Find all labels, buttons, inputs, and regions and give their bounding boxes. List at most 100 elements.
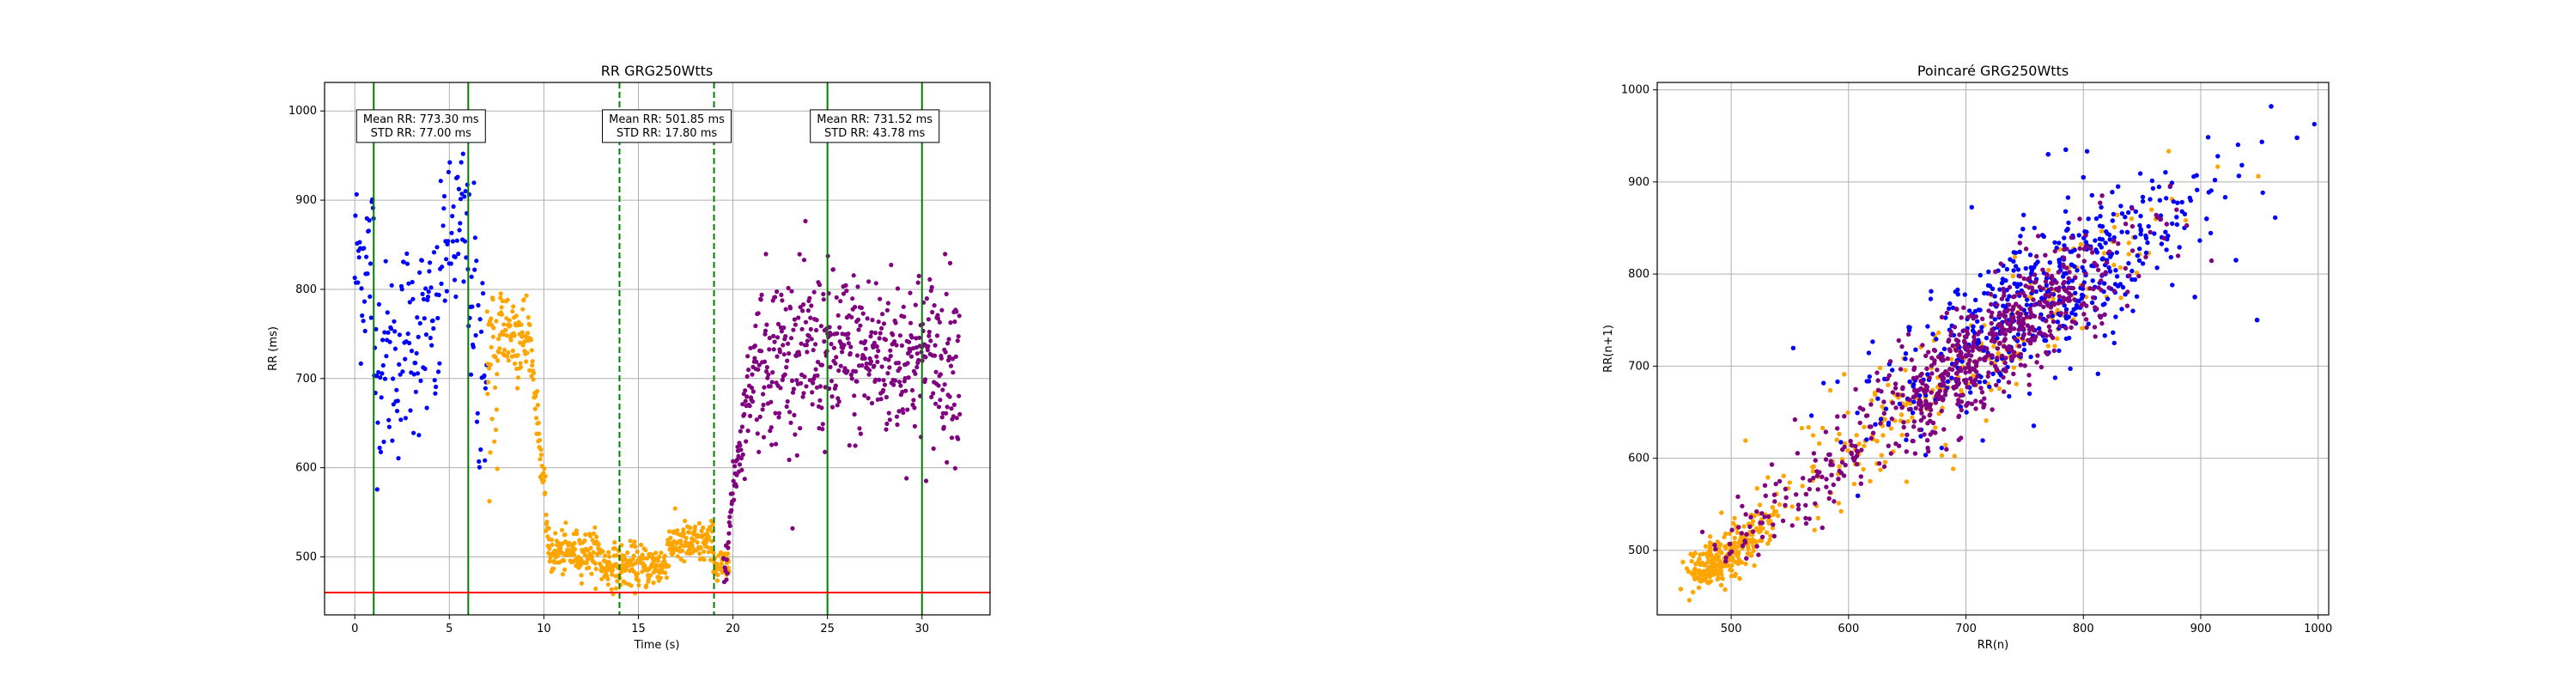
poincare-point [1746,538,1752,543]
poincare-point [1881,399,1886,404]
rr-point [360,313,365,319]
rr-point [884,427,889,432]
poincare-point [2093,216,2099,222]
poincare-point [1918,434,1923,439]
rr-point [472,235,478,240]
rr-point [745,354,750,359]
poincare-point [1962,344,1967,350]
poincare-point [2013,250,2019,255]
poincare-point [2010,319,2015,324]
poincare-point [2120,284,2126,290]
rr-point [838,299,843,304]
rr-point [819,405,824,410]
rr-point [519,322,524,327]
rr-point [384,354,389,359]
rr-point [862,393,867,398]
poincare-point [2011,326,2017,331]
poincare-point [2015,310,2020,316]
poincare-point [2158,216,2164,222]
x-tick-label: 1000 [2304,623,2332,635]
poincare-point [2106,249,2112,254]
rr-point [531,370,537,375]
poincare-point [1771,522,1776,527]
poincare-point [2126,240,2131,246]
rr-point [820,422,825,427]
rr-point [435,315,440,321]
rr-point [851,273,856,278]
rr-point [646,576,652,581]
poincare-point [1924,438,1930,443]
poincare-point [2129,216,2135,222]
poincare-point [1968,313,1974,319]
rr-point [596,542,601,547]
rr-point [752,356,757,361]
poincare-point [1744,556,1749,561]
poincare-point [1911,399,1917,404]
poincare-point [1940,357,1945,363]
poincare-point [1990,286,1996,291]
poincare-point [2138,232,2143,237]
rr-point [493,385,498,390]
poincare-point [2157,198,2163,203]
rr-point [606,550,611,555]
poincare-point [1972,382,1978,387]
rr-point [614,553,620,558]
poincare-point [1878,467,1883,472]
poincare-point [1762,514,1767,520]
rr-point [885,371,890,376]
rr-point [744,439,749,444]
rr-point [939,415,945,420]
poincare-point [1862,424,1867,429]
rr-point [880,312,885,317]
rr-point [895,422,900,428]
poincare-point [2208,258,2215,264]
poincare-point [2205,135,2211,140]
poincare-point [2073,290,2078,295]
poincare-point [2068,366,2073,371]
poincare-point [1990,353,1995,358]
poincare-point [2017,274,2022,279]
rr-point [593,587,598,592]
poincare-point [1814,473,1820,478]
poincare-point [1993,269,1998,275]
poincare-point [2040,267,2045,272]
rr-point [407,340,412,346]
poincare-point [1926,350,1931,355]
poincare-point [1824,477,1829,482]
poincare-point [2184,222,2190,228]
rr-point [829,394,835,399]
annotation-text: STD RR: 17.80 ms [617,127,718,140]
poincare-point [1947,347,1953,352]
poincare-point [2046,267,2051,273]
poincare-point [1945,356,1950,362]
rr-point [705,544,710,550]
rr-point [897,333,902,338]
rr-point [916,357,921,362]
poincare-point [1992,363,1998,369]
rr-point [879,325,884,331]
poincare-point [1978,272,1983,278]
poincare-point [1771,492,1777,497]
poincare-point [1984,346,1990,351]
poincare-point [1810,469,1816,474]
poincare-point [1920,380,1925,385]
poincare-point [2116,184,2121,189]
poincare-point [2033,262,2038,267]
poincare-point [2079,302,2084,307]
rr-point [468,372,474,377]
poincare-point [1743,438,1748,443]
rr-point [946,357,951,363]
poincare-point [1730,557,1735,563]
poincare-point [1765,541,1771,546]
poincare-point [2107,269,2113,274]
poincare-point [1728,574,1735,579]
poincare-point [1747,552,1753,558]
rr-point [754,417,759,423]
grid [1657,82,2329,615]
poincare-point [1820,474,1825,479]
poincare-point [2063,325,2069,331]
rr-point [911,398,916,403]
poincare-point [2123,215,2128,220]
poincare-point [1754,509,1759,514]
poincare-point [1976,340,1982,345]
